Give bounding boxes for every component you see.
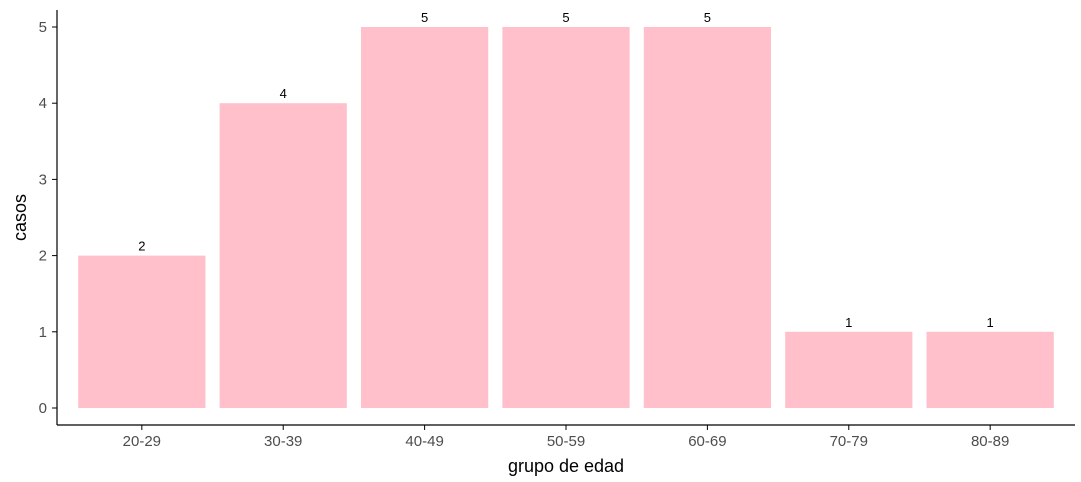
data-label-20-29: 2 [138,239,145,254]
data-label-70-79: 1 [845,315,852,330]
data-label-80-89: 1 [987,315,994,330]
bar-30-39 [219,103,347,408]
x-tick-label-40-49: 40-49 [405,433,443,450]
bar-20-29 [78,255,206,408]
x-tick-label-70-79: 70-79 [830,433,868,450]
bar-60-69 [643,27,772,408]
y-tick-label-3: 3 [39,171,47,188]
x-tick-label-60-69: 60-69 [688,433,726,450]
x-tick-label-20-29: 20-29 [123,433,161,450]
y-tick-label-1: 1 [39,324,47,341]
y-tick-label-0: 0 [39,400,47,417]
y-axis-title: casos [10,194,30,241]
data-label-30-39: 4 [280,86,287,101]
y-ticks-layer: 0 1 2 3 4 5 [39,19,57,417]
bar-70-79 [785,331,913,408]
x-tick-label-80-89: 80-89 [971,433,1009,450]
x-axis-title: grupo de edad [508,456,624,476]
x-ticks-layer: 20-29 30-39 40-49 50-59 60-69 70-79 80-89 [123,425,1009,450]
y-tick-label-5: 5 [39,19,47,36]
y-tick-label-4: 4 [39,95,47,112]
bars-layer [78,27,1054,408]
data-label-50-59: 5 [562,10,569,25]
bar-50-59 [502,27,630,408]
data-label-40-49: 5 [421,10,428,25]
x-tick-label-50-59: 50-59 [547,433,585,450]
bar-80-89 [926,331,1054,408]
data-label-60-69: 5 [704,10,711,25]
y-tick-label-2: 2 [39,248,47,265]
x-tick-label-30-39: 30-39 [264,433,302,450]
data-labels-layer: 2 4 5 5 5 1 1 [138,10,994,330]
bar-40-49 [360,27,489,408]
